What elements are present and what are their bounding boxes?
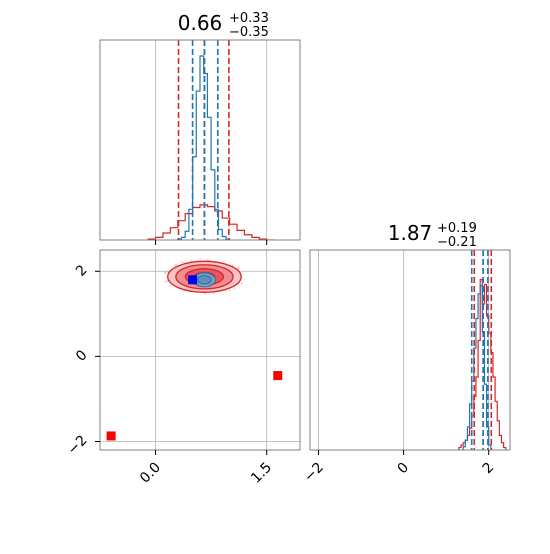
param1-title: 0.66 <box>178 11 223 35</box>
joint-sample-point <box>182 261 185 264</box>
joint-y-tick-label: −2 <box>65 432 91 458</box>
joint-sample-point <box>180 261 183 264</box>
joint-sample-point <box>237 266 240 269</box>
joint-sample-point <box>233 287 236 290</box>
param2-title: 1.87 <box>388 221 433 245</box>
param2-x-tick-label: 0 <box>394 460 412 478</box>
joint-contour-panel <box>100 250 300 450</box>
param1-title-plus: +0.33 <box>229 11 269 26</box>
joint-sample-point <box>190 259 193 262</box>
param1-title-minus: −0.35 <box>229 25 269 40</box>
joint-sample-point <box>175 263 178 266</box>
joint-sample-point <box>164 280 167 283</box>
joint-sample-point <box>163 272 166 275</box>
joint-sample-point <box>199 258 202 261</box>
param1-blue-histogram <box>177 55 231 240</box>
joint-sample-point <box>204 293 207 295</box>
param1-red-histogram <box>147 204 275 240</box>
param2-blue-histogram <box>462 285 492 450</box>
joint-sample-point <box>169 285 172 287</box>
joint-sample-point <box>222 260 225 263</box>
joint-sample-point <box>231 264 234 267</box>
joint-blue-marker <box>188 275 198 285</box>
joint-red-marker <box>106 431 116 441</box>
joint-red-marker <box>273 371 283 381</box>
param2-x-tick-label: −2 <box>301 460 327 486</box>
param2-title-plus: +0.19 <box>437 221 477 236</box>
joint-sample-point <box>240 282 243 285</box>
joint-y-tick-label: 2 <box>73 262 91 280</box>
joint-blue-contour <box>197 274 212 285</box>
param2-histogram-panel <box>318 250 507 450</box>
joint-x-tick-label: 0.0 <box>137 460 164 487</box>
joint-sample-point <box>206 259 209 261</box>
param1-histogram-panel <box>147 40 275 240</box>
param2-x-tick-label: 2 <box>480 460 498 478</box>
param1-histogram-frame <box>99 39 301 241</box>
joint-x-tick-label: 1.5 <box>248 460 275 487</box>
joint-sample-point <box>212 292 215 295</box>
param2-title-minus: −0.21 <box>437 235 477 250</box>
joint-y-tick-label: 0 <box>73 347 91 365</box>
param2-histogram-frame <box>309 249 511 451</box>
joint-sample-point <box>165 280 168 282</box>
joint-sample-point <box>228 289 231 292</box>
joint-panel-frame <box>99 249 301 451</box>
